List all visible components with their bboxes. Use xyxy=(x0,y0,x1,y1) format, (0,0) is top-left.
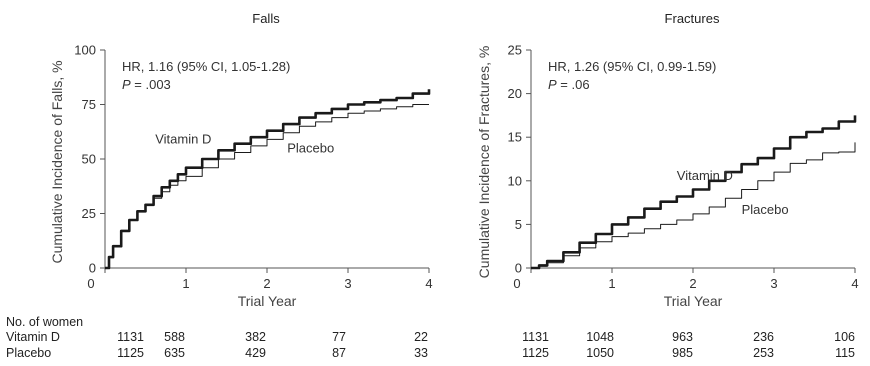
y-tick-label: 50 xyxy=(82,152,96,167)
at-risk-count: 1131 xyxy=(522,330,549,344)
x-tick-label: 4 xyxy=(851,276,858,291)
y-tick-label: 25 xyxy=(508,43,522,58)
x-axis-label: Trial Year xyxy=(238,293,297,309)
y-axis-label: Cumulative Incidence of Falls, % xyxy=(49,60,65,263)
y-tick-label: 5 xyxy=(515,217,522,232)
x-tick-label: 0 xyxy=(513,276,520,291)
at-risk-count: 1048 xyxy=(586,330,614,344)
x-axis-label: Trial Year xyxy=(664,293,723,309)
vitamin-d-curve xyxy=(531,115,857,270)
at-risk-count: 33 xyxy=(414,346,428,360)
at-risk-count: 429 xyxy=(245,346,266,360)
y-tick-label: 0 xyxy=(89,261,96,276)
x-tick-label: 1 xyxy=(608,276,615,291)
y-tick-label: 10 xyxy=(508,173,522,188)
at-risk-row-label: Vitamin D xyxy=(6,330,60,344)
x-tick-label: 3 xyxy=(770,276,777,291)
p-symbol: P xyxy=(548,77,557,92)
at-risk-count: 985 xyxy=(672,346,693,360)
at-risk-count: 963 xyxy=(672,330,693,344)
y-tick-label: 0 xyxy=(515,261,522,276)
p-value-annotation: P = .003 xyxy=(122,77,171,92)
p-value: = .06 xyxy=(557,77,590,92)
at-risk-count: 588 xyxy=(164,330,185,344)
chart-title: Fractures xyxy=(665,11,720,26)
at-risk-count: 635 xyxy=(164,346,185,360)
x-tick-label: 2 xyxy=(689,276,696,291)
y-tick-label: 75 xyxy=(82,97,96,112)
at-risk-title: No. of women xyxy=(6,315,83,329)
at-risk-count: 22 xyxy=(414,330,428,344)
x-tick-label: 1 xyxy=(182,276,189,291)
placebo-curve xyxy=(531,142,856,269)
at-risk-count: 382 xyxy=(245,330,266,344)
y-axis-label: Cumulative Incidence of Fractures, % xyxy=(476,46,492,279)
p-value: = .003 xyxy=(131,77,171,92)
hazard-ratio-annotation: HR, 1.26 (95% CI, 0.99-1.59) xyxy=(548,59,716,74)
placebo-curve xyxy=(105,104,429,269)
at-risk-count: 253 xyxy=(753,346,774,360)
vitamin-d-curve xyxy=(105,89,431,270)
x-tick-label: 4 xyxy=(425,276,432,291)
chart-title: Falls xyxy=(252,11,280,26)
at-risk-count: 1131 xyxy=(117,330,144,344)
x-tick-label: 0 xyxy=(87,276,94,291)
hazard-ratio-annotation: HR, 1.16 (95% CI, 1.05-1.28) xyxy=(122,59,290,74)
at-risk-count: 77 xyxy=(332,330,346,344)
at-risk-count: 87 xyxy=(332,346,346,360)
placebo-label: Placebo xyxy=(742,202,789,217)
vitamin-d-label: Vitamin D xyxy=(155,132,211,147)
at-risk-count: 1125 xyxy=(522,346,549,360)
at-risk-count: 106 xyxy=(834,330,855,344)
at-risk-row-label: Placebo xyxy=(6,346,51,360)
vitamin-d-label: Vitamin D xyxy=(677,168,733,183)
at-risk-count: 1125 xyxy=(117,346,144,360)
at-risk-count: 1050 xyxy=(586,346,614,360)
y-tick-label: 25 xyxy=(82,206,96,221)
y-tick-label: 100 xyxy=(74,43,96,58)
y-tick-label: 15 xyxy=(508,130,522,145)
x-tick-label: 2 xyxy=(263,276,270,291)
placebo-label: Placebo xyxy=(287,140,334,155)
at-risk-count: 236 xyxy=(753,330,774,344)
at-risk-count: 115 xyxy=(835,346,855,360)
p-value-annotation: P = .06 xyxy=(548,77,590,92)
y-tick-label: 20 xyxy=(508,86,522,101)
p-symbol: P xyxy=(122,77,131,92)
x-tick-label: 3 xyxy=(344,276,351,291)
